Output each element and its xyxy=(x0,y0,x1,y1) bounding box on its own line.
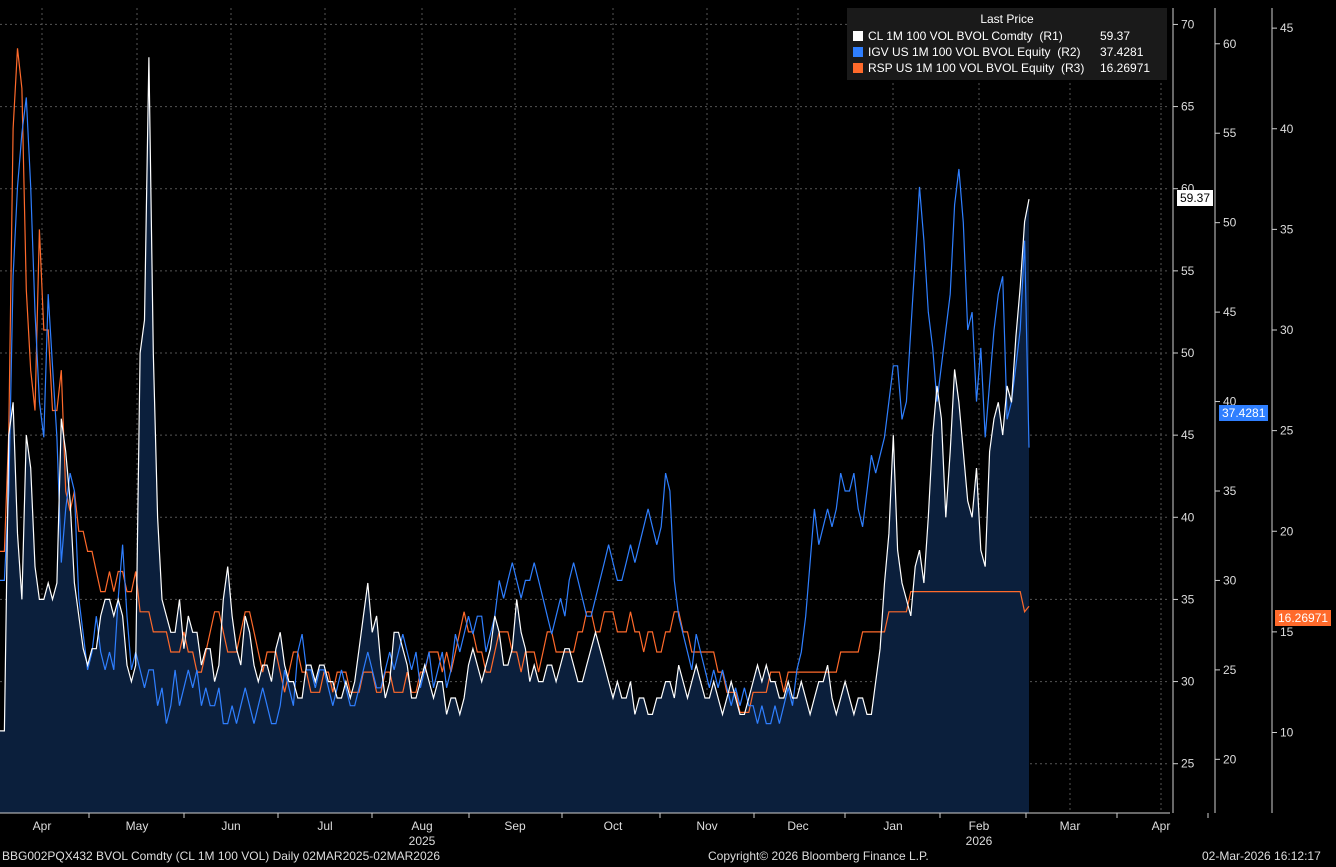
axis-tick-label-r2: 30 xyxy=(1223,573,1237,587)
legend-label-igv: IGV US 1M 100 VOL BVOL Equity xyxy=(868,45,1051,59)
axis-tick-label-r3: 30 xyxy=(1280,323,1294,337)
x-tick-label: Jul xyxy=(317,819,332,833)
series-line-cl xyxy=(0,57,1030,732)
axis-tick-label-r3: 40 xyxy=(1280,122,1294,136)
last-value-tag-cl: 59.37 xyxy=(1177,190,1214,206)
legend-value-igv: 37.4281 xyxy=(1100,45,1144,59)
legend-label-cl: CL 1M 100 VOL BVOL Comdty xyxy=(868,29,1033,43)
legend-value-cl: 59.37 xyxy=(1100,29,1131,43)
axis-tick-label-r2: 35 xyxy=(1223,484,1237,498)
x-tick-label: Dec xyxy=(787,819,808,833)
x-tick-label: Mar xyxy=(1060,819,1081,833)
right-axes: 2530354045505560657020253035404550556010… xyxy=(1172,8,1294,813)
footer-copyright: Copyright© 2026 Bloomberg Finance L.P. xyxy=(708,849,929,863)
axis-tick-label-r3: 45 xyxy=(1280,21,1294,35)
axis-tick-label-r1: 35 xyxy=(1181,592,1195,606)
axis-tick-label-r3: 25 xyxy=(1280,424,1294,438)
series-line-rsp xyxy=(0,48,1030,714)
x-tick-label: Oct xyxy=(604,819,623,833)
legend-entry-igv: IGV US 1M 100 VOL BVOL Equity (R2) 37.42… xyxy=(847,44,1167,60)
legend-swatch-igv xyxy=(853,47,863,57)
x-tick-label: May xyxy=(126,819,149,833)
axis-tick-label-r2: 50 xyxy=(1223,216,1237,230)
x-tick-label: Jun xyxy=(221,819,240,833)
legend-swatch-cl xyxy=(853,31,863,41)
legend-axis-igv: (R2) xyxy=(1057,45,1081,59)
legend-entry-cl: CL 1M 100 VOL BVOL Comdty (R1) 59.37 xyxy=(847,28,1167,44)
axis-tick-label-r1: 30 xyxy=(1181,675,1195,689)
x-tick-label: Aug xyxy=(411,819,432,833)
legend-axis-cl: (R1) xyxy=(1039,29,1063,43)
axis-tick-label-r3: 15 xyxy=(1280,625,1294,639)
cl-area-fill xyxy=(0,57,1029,814)
x-tick-label: Jan xyxy=(883,819,902,833)
x-tick-label: Apr xyxy=(1152,819,1171,833)
axis-tick-label-r1: 25 xyxy=(1181,757,1195,771)
axis-tick-label-r2: 20 xyxy=(1223,752,1237,766)
series-line-igv xyxy=(0,97,1030,725)
footer-security: BBG002PQX432 BVOL Comdty (CL 1M 100 VOL)… xyxy=(2,849,440,863)
legend-axis-rsp: (R3) xyxy=(1060,61,1085,75)
legend-entry-rsp: RSP US 1M 100 VOL BVOL Equity (R3) 16.26… xyxy=(847,60,1167,76)
footer-timestamp: 02-Mar-2026 16:12:17 xyxy=(1202,849,1321,863)
legend-label-rsp: RSP US 1M 100 VOL BVOL Equity xyxy=(868,61,1055,75)
legend-title: Last Price xyxy=(980,12,1034,26)
axis-tick-label-r1: 50 xyxy=(1181,346,1195,360)
legend-swatch-rsp xyxy=(853,63,863,73)
last-value-tag-rsp: 16.26971 xyxy=(1275,610,1332,626)
axis-tick-label-r1: 40 xyxy=(1181,510,1195,524)
series-lines xyxy=(0,48,1030,732)
axis-tick-label-r2: 55 xyxy=(1223,126,1237,140)
x-tick-label: Feb xyxy=(969,819,990,833)
axis-tick-label-r3: 35 xyxy=(1280,222,1294,236)
axis-tick-label-r2: 45 xyxy=(1223,305,1237,319)
x-year-label: 2026 xyxy=(966,834,993,848)
legend-value-rsp: 16.26971 xyxy=(1100,61,1151,75)
axis-tick-label-r1: 65 xyxy=(1181,100,1195,114)
legend: Last Price CL 1M 100 VOL BVOL Comdty (R1… xyxy=(847,8,1167,80)
axis-tick-label-r1: 55 xyxy=(1181,264,1195,278)
axis-tick-label-r3: 10 xyxy=(1280,726,1294,740)
axis-tick-label-r2: 60 xyxy=(1223,37,1237,51)
last-value-tag-igv: 37.4281 xyxy=(1219,405,1269,421)
x-tick-label: Apr xyxy=(33,819,52,833)
x-year-label: 2025 xyxy=(409,834,436,848)
cl-area-path xyxy=(0,57,1029,814)
axis-tick-label-r3: 20 xyxy=(1280,524,1294,538)
x-axis: Apr May Jun Jul Aug Sep Oct Nov Dec Jan Feb Mar Apr 2… xyxy=(0,812,1209,848)
x-tick-label: Sep xyxy=(504,819,526,833)
axis-tick-label-r1: 45 xyxy=(1181,428,1195,442)
x-tick-label: Nov xyxy=(696,819,717,833)
axis-tick-label-r1: 70 xyxy=(1181,17,1195,31)
axis-tick-label-r2: 25 xyxy=(1223,663,1237,677)
